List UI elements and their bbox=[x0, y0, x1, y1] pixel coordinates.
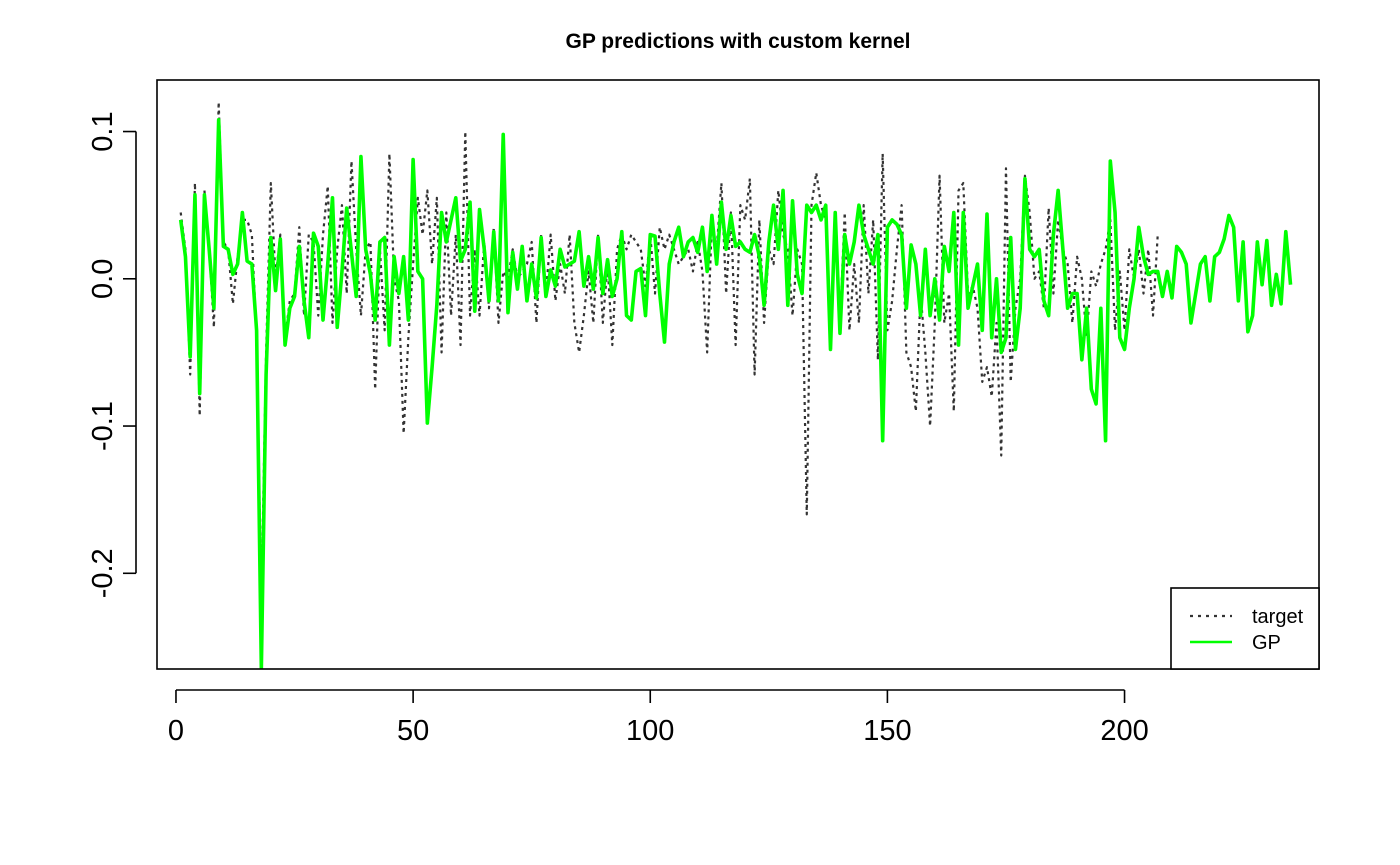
y-tick-label: 0.0 bbox=[87, 259, 119, 299]
x-tick-label: 100 bbox=[626, 715, 674, 747]
x-tick-label: 0 bbox=[168, 715, 184, 747]
x-axis: 0 50 100 150 200 bbox=[168, 689, 1149, 747]
legend-box bbox=[1170, 587, 1320, 670]
x-tick-label: 200 bbox=[1100, 715, 1148, 747]
legend-label-target: target bbox=[1252, 606, 1304, 628]
y-tick-label: -0.2 bbox=[87, 548, 119, 598]
y-tick-label: -0.1 bbox=[87, 401, 119, 451]
y-tick-label: 0.1 bbox=[87, 111, 119, 151]
plot-frame bbox=[156, 79, 1320, 670]
x-tick-label: 150 bbox=[863, 715, 911, 747]
y-axis: -0.2 -0.1 0.0 0.1 bbox=[87, 111, 137, 598]
series-line-gp bbox=[178, 117, 1293, 669]
plot-area bbox=[178, 100, 1293, 669]
series-line-target bbox=[179, 100, 1159, 604]
chart-title: GP predictions with custom kernel bbox=[565, 30, 910, 53]
legend: target GP bbox=[1170, 587, 1320, 670]
legend-label-gp: GP bbox=[1252, 632, 1281, 654]
x-tick-label: 50 bbox=[397, 715, 429, 747]
